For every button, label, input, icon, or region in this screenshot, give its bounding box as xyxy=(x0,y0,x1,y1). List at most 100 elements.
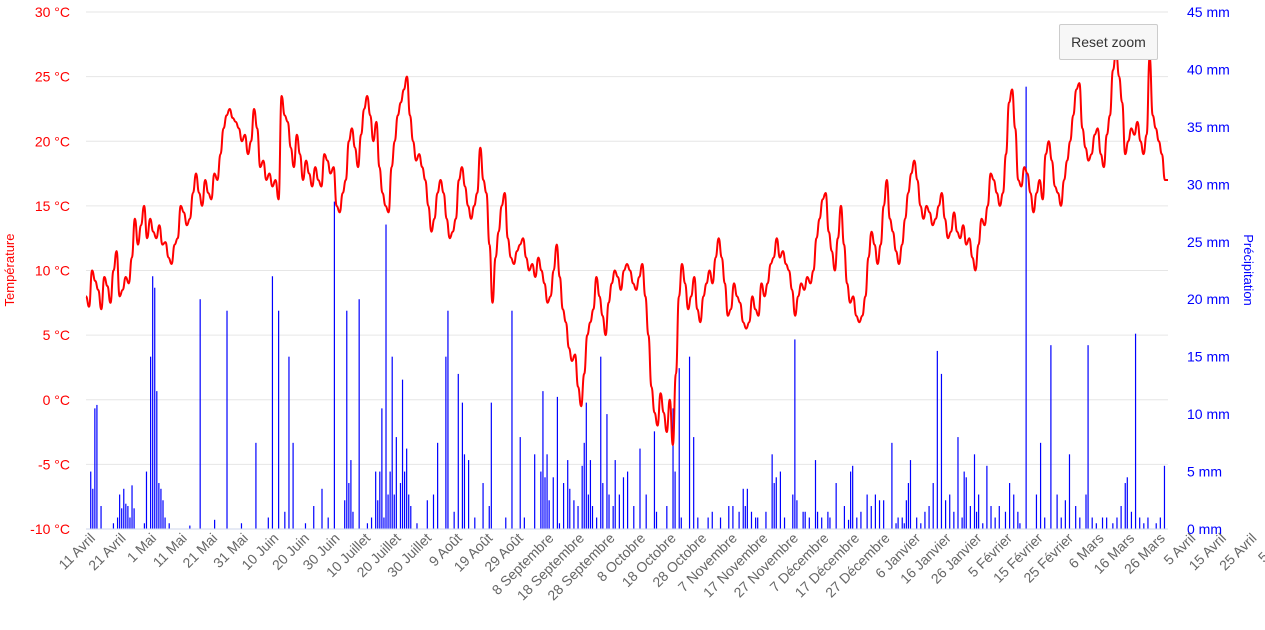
precipitation-bar xyxy=(1085,494,1087,529)
precipitation-bar xyxy=(585,402,587,529)
precipitation-bar xyxy=(711,511,713,529)
precipitation-bar xyxy=(916,517,918,529)
precipitation-bar xyxy=(1060,517,1062,529)
precipitation-bar xyxy=(895,523,897,529)
precipitation-bar xyxy=(612,506,614,529)
precipitation-bar xyxy=(461,402,464,529)
precipitation-bar xyxy=(352,511,354,529)
y-right-tick-label: 20 mm xyxy=(1187,291,1230,307)
precipitation-bar xyxy=(765,511,767,529)
precipitation-bar xyxy=(738,511,740,529)
y-right-tick-label: 30 mm xyxy=(1187,176,1230,192)
precipitation-bar xyxy=(577,506,579,529)
precipitation-bar xyxy=(883,500,885,529)
precipitation-bar xyxy=(581,465,583,529)
precipitation-bar xyxy=(1106,517,1108,529)
precipitation-bar xyxy=(119,494,121,529)
precipitation-bar xyxy=(457,373,459,529)
precipitation-bar xyxy=(488,506,490,529)
precipitation-bar xyxy=(742,488,744,529)
precipitation-bar xyxy=(112,523,115,529)
precipitation-bar xyxy=(1143,523,1145,529)
precipitation-bar xyxy=(936,350,938,529)
precipitation-bar xyxy=(775,477,777,529)
precipitation-bar xyxy=(773,483,775,529)
precipitation-bar xyxy=(653,431,656,529)
precipitation-bar xyxy=(978,494,980,529)
precipitation-bar xyxy=(783,517,786,529)
precipitation-bar xyxy=(688,356,691,529)
precipitation-bar xyxy=(395,437,397,529)
precipitation-bar xyxy=(1035,494,1038,529)
precipitation-bar xyxy=(639,448,641,529)
precipitation-bar xyxy=(779,471,781,529)
precipitation-bar xyxy=(920,523,922,529)
precipitation-bar xyxy=(552,477,554,529)
precipitation-bar xyxy=(606,414,608,529)
precipitation-bar xyxy=(548,500,550,529)
precipitation-bar xyxy=(150,356,152,529)
y-left-tick-label: -5 °C xyxy=(38,456,70,472)
precipitation-bar xyxy=(1068,454,1071,529)
precipitation-bar xyxy=(127,506,129,529)
precipitation-bar xyxy=(160,488,162,529)
y-right-tick-label: 40 mm xyxy=(1187,61,1230,77)
precipitation-bar xyxy=(814,460,817,529)
precipitation-bar xyxy=(131,485,133,529)
precipitation-bar xyxy=(556,396,558,529)
precipitation-bar xyxy=(410,506,412,529)
precipitation-bar xyxy=(944,500,947,529)
precipitation-bar xyxy=(567,460,569,529)
precipitation-bar xyxy=(961,517,963,529)
precipitation-bar xyxy=(544,477,546,529)
precipitation-bar xyxy=(189,525,191,529)
precipitation-bar xyxy=(284,511,286,529)
precipitation-bar xyxy=(379,471,381,529)
precipitation-bar xyxy=(143,523,146,529)
precipitation-bar xyxy=(389,471,391,529)
precipitation-bar xyxy=(145,471,148,529)
precipitation-bar xyxy=(732,506,734,529)
precipitation-bar xyxy=(313,506,315,529)
precipitation-bar xyxy=(618,494,620,529)
precipitation-bar xyxy=(125,503,127,529)
precipitation-bar xyxy=(994,517,996,529)
y-right-tick-label: 0 mm xyxy=(1187,521,1222,537)
precipitation-bar xyxy=(562,483,565,529)
precipitation-bar xyxy=(835,483,837,529)
precipitation-bar xyxy=(973,454,976,529)
precipitation-bar xyxy=(850,471,852,529)
reset-zoom-button[interactable]: Reset zoom xyxy=(1059,24,1158,60)
precipitation-bar xyxy=(953,511,955,529)
precipitation-bar xyxy=(399,483,402,529)
precipitation-bar xyxy=(965,477,967,529)
precipitation-bar xyxy=(377,500,379,529)
precipitation-bar xyxy=(678,368,680,529)
precipitation-bar xyxy=(614,460,616,529)
precipitation-bar xyxy=(304,523,307,529)
precipitation-bar xyxy=(482,483,484,529)
precipitation-bar xyxy=(982,523,984,529)
precipitation-bar xyxy=(680,517,682,529)
precipitation-bar xyxy=(383,517,385,529)
temperature-line xyxy=(85,49,1168,446)
precipitation-bar xyxy=(1075,506,1077,529)
y-left-tick-label: 0 °C xyxy=(43,392,70,408)
precipitation-bar xyxy=(990,506,992,529)
precipitation-bar xyxy=(587,494,589,529)
precipitation-bar xyxy=(802,511,804,529)
precipitation-bar xyxy=(608,494,610,529)
precipitation-bar xyxy=(370,517,373,529)
precipitation-bar xyxy=(519,437,521,529)
precipitation-bar xyxy=(596,517,598,529)
precipitation-bar xyxy=(558,523,561,529)
precipitation-bar xyxy=(523,517,525,529)
precipitation-bar xyxy=(129,517,131,529)
precipitation-bar xyxy=(1126,477,1128,529)
precipitation-bar xyxy=(856,517,858,529)
precipitation-bar xyxy=(719,517,722,529)
precipitation-bar xyxy=(1134,333,1137,529)
precipitation-bar xyxy=(1019,523,1021,529)
precipitation-bar xyxy=(746,488,748,529)
